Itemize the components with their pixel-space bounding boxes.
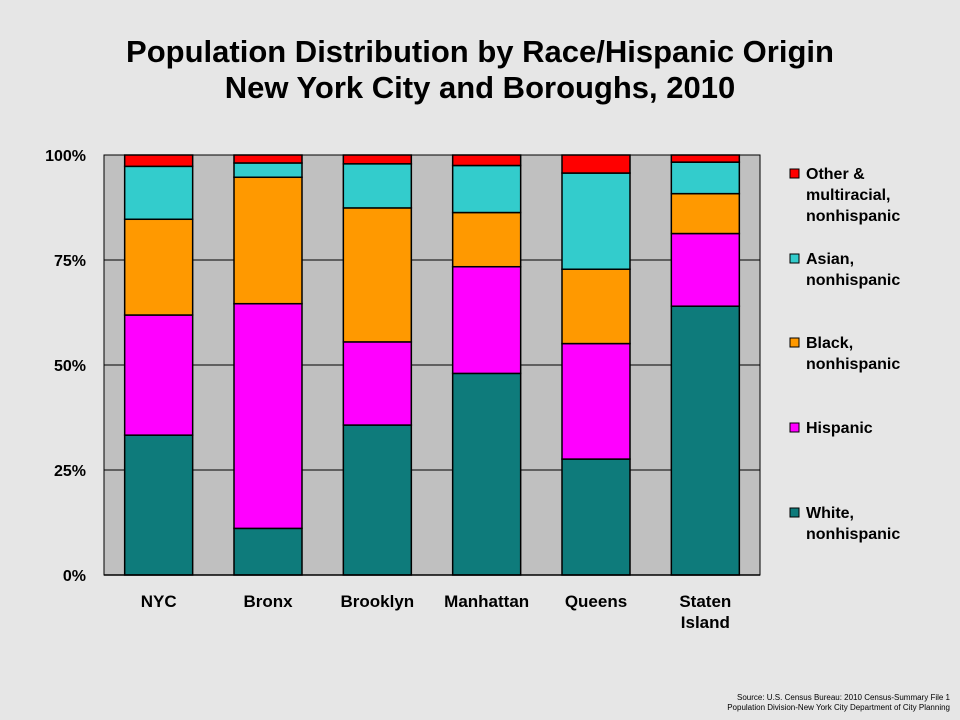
x-tick-label-line: Queens	[565, 592, 627, 611]
source-line-1: Source: U.S. Census Bureau: 2010 Census-…	[737, 693, 950, 702]
x-tick-label-line: Island	[681, 613, 730, 632]
legend-swatch	[789, 422, 800, 433]
x-tick-label-line: Bronx	[243, 592, 293, 611]
y-tick-label: 0%	[63, 568, 86, 585]
bar-segment	[451, 265, 522, 375]
legend-swatch	[789, 337, 800, 348]
legend-swatch	[789, 168, 800, 179]
plot-area: 0% 25% 50% 75% 100% NYC Bronx Brooklyn Manhattan…	[45, 148, 761, 632]
bar-segment	[451, 372, 522, 576]
bar-segment	[561, 172, 631, 270]
x-tick-label-line: Manhattan	[444, 592, 529, 611]
bar-segment	[233, 162, 303, 179]
bar-segment	[342, 207, 413, 343]
bar-segment	[451, 154, 522, 167]
x-tick-label-line: Staten	[679, 592, 731, 611]
legend-label-line: nonhispanic	[806, 526, 900, 543]
bar-segment	[561, 458, 631, 576]
legend-label: Hispanic	[806, 420, 873, 437]
bar-segment	[342, 424, 413, 576]
legend-label: Other & multiracial, nonhispanic	[806, 166, 900, 225]
legend-label-line: White,	[806, 505, 854, 522]
legend-label-line: Other &	[806, 166, 865, 183]
bar-segment	[123, 314, 194, 436]
bar-segment	[342, 341, 413, 426]
legend-label-line: Black,	[806, 335, 853, 352]
source-line-2: Population Division-New York City Depart…	[727, 703, 950, 712]
source-note: Source: U.S. Census Bureau: 2010 Census-…	[727, 693, 950, 713]
x-tick-label: NYC	[141, 592, 177, 611]
bar-segment	[233, 302, 303, 530]
x-tick-label-line: Brooklyn	[340, 592, 414, 611]
legend-label-line: Hispanic	[806, 420, 873, 437]
chart-title: Population Distribution by Race/Hispanic…	[0, 34, 960, 106]
bar-segment	[123, 434, 194, 576]
bar-segment	[233, 527, 303, 576]
x-tick-label: Manhattan	[444, 592, 529, 611]
stacked-bar-chart: 0% 25% 50% 75% 100% NYC Bronx Brooklyn Manhattan…	[45, 148, 900, 632]
bar-segment	[123, 154, 194, 168]
bar-segment	[561, 154, 631, 174]
legend: Other & multiracial, nonhispanic Asian, nonh…	[789, 166, 900, 543]
legend-label-line: multiracial,	[806, 187, 890, 204]
legend-label: Black, nonhispanic	[806, 335, 900, 373]
y-tick-label: 75%	[54, 253, 86, 270]
bar-segment	[451, 164, 522, 214]
chart-title-line-1: Population Distribution by Race/Hispanic…	[126, 34, 834, 69]
x-tick-label: Bronx	[243, 592, 293, 611]
bar-segment	[123, 218, 194, 316]
bar-segment	[451, 211, 522, 268]
bar-segment	[670, 305, 741, 576]
y-tick-label: 25%	[54, 463, 86, 480]
chart-title-line-2: New York City and Boroughs, 2010	[224, 70, 736, 105]
bar-segment	[233, 176, 303, 305]
bar-segment	[561, 342, 631, 460]
legend-label: White, nonhispanic	[806, 505, 900, 543]
bar-segment	[342, 163, 413, 209]
bar-segment	[342, 154, 413, 165]
x-tick-label-line: NYC	[141, 592, 177, 611]
x-tick-label: Staten Island	[679, 592, 731, 632]
y-tick-label: 100%	[45, 148, 86, 165]
legend-label-line: nonhispanic	[806, 208, 900, 225]
bar-segment	[233, 154, 303, 164]
y-tick-label: 50%	[54, 358, 86, 375]
bar-segment	[561, 268, 631, 345]
x-tick-label: Queens	[565, 592, 627, 611]
x-tick-label: Brooklyn	[340, 592, 414, 611]
legend-label-line: Asian,	[806, 251, 854, 268]
bar-segment	[670, 192, 741, 235]
bar-segment	[670, 161, 741, 195]
bar-segment	[123, 165, 194, 221]
legend-label-line: nonhispanic	[806, 272, 900, 289]
legend-label-line: nonhispanic	[806, 356, 900, 373]
bar-segment	[670, 154, 741, 163]
legend-swatch	[789, 507, 800, 518]
bar-segment	[670, 232, 741, 307]
legend-swatch	[789, 253, 800, 264]
legend-label: Asian, nonhispanic	[806, 251, 900, 289]
